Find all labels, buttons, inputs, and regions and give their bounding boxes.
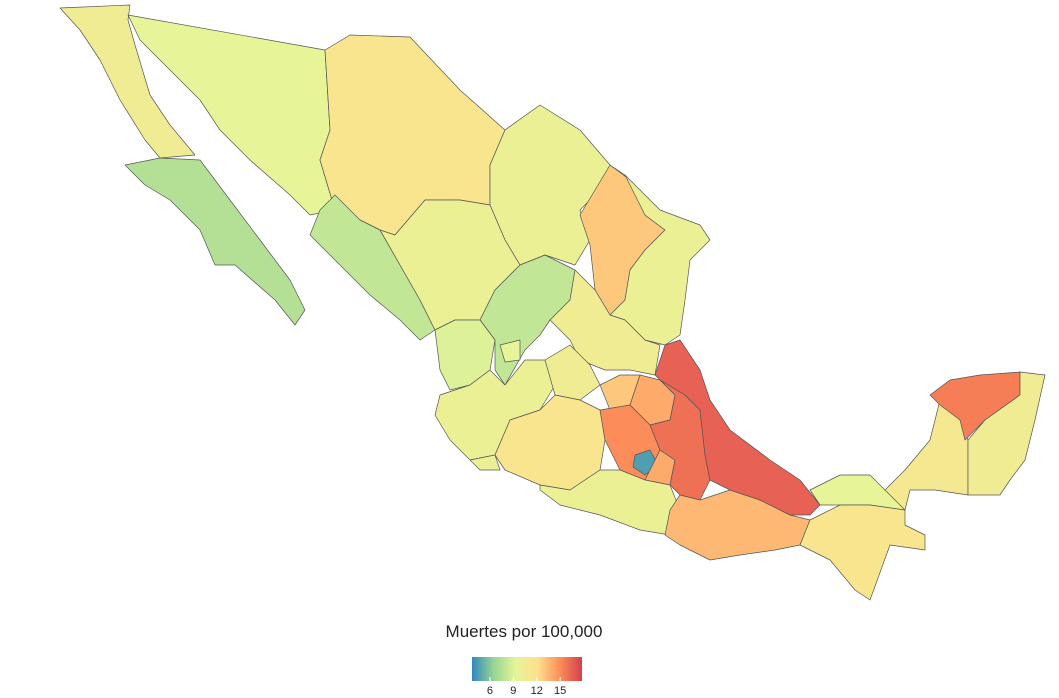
tick-label: 9 [510, 685, 516, 697]
tick-label: 15 [554, 685, 566, 697]
state [469, 454, 501, 471]
state [434, 359, 556, 461]
tick-label: 12 [531, 685, 543, 697]
legend-title: Muertes por 100,000 [446, 622, 603, 641]
state [549, 269, 661, 376]
colorbar [472, 657, 582, 681]
state [124, 157, 306, 326]
state [799, 504, 926, 601]
states [59, 4, 1046, 601]
state [499, 339, 521, 363]
state [59, 4, 196, 159]
state [654, 339, 821, 516]
state [967, 371, 1046, 496]
tick-label: 6 [487, 685, 493, 697]
